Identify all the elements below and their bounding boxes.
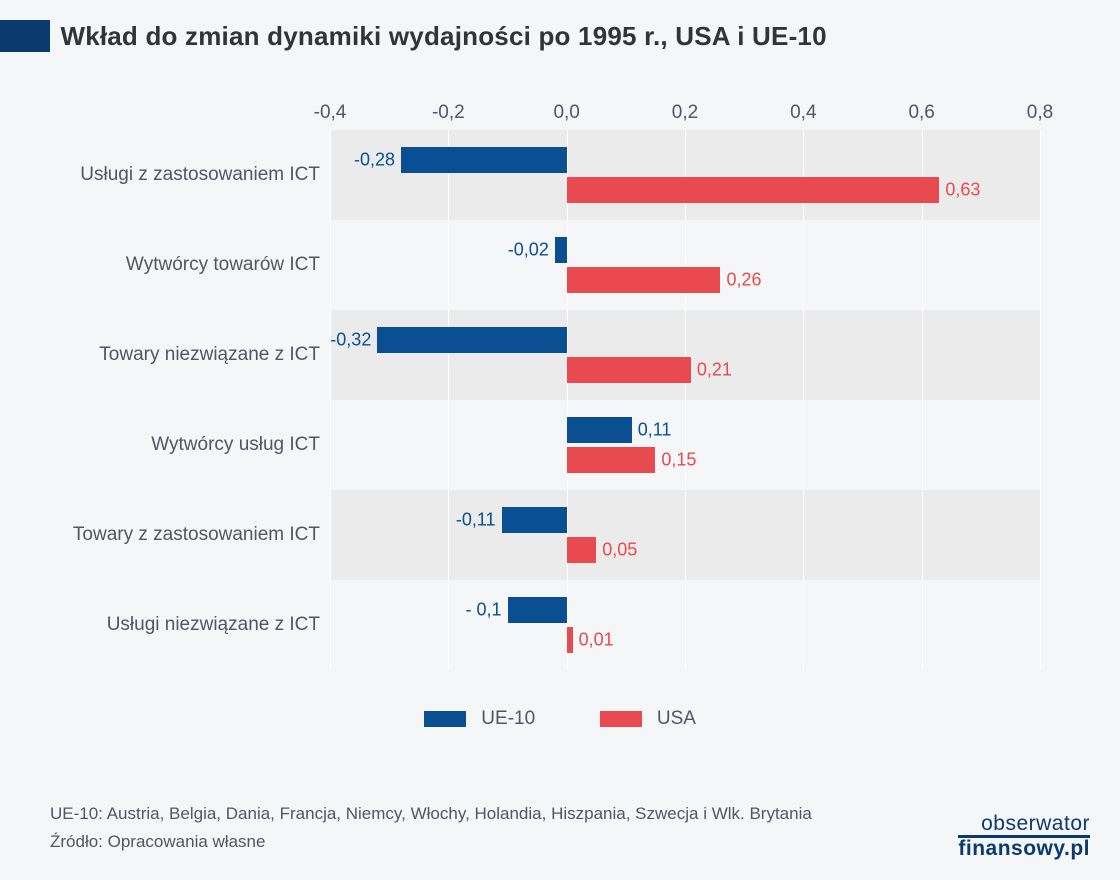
gridline xyxy=(922,130,923,670)
category-label: Usługi niezwiązane z ICT xyxy=(50,614,320,636)
legend-swatch-usa xyxy=(600,711,642,727)
category-label: Wytwórcy towarów ICT xyxy=(50,254,320,276)
bar-usa xyxy=(567,627,573,653)
bar-ue10 xyxy=(377,327,566,353)
chart-container: -0,4 -0,2 0,0 0,2 0,4 0,6 0,8 -0,28 0,63 -0,02 0,2… xyxy=(50,90,1070,730)
title-accent xyxy=(0,20,50,52)
x-tick-label: 0,6 xyxy=(908,102,934,124)
value-label-usa: 0,05 xyxy=(602,540,637,561)
bar-usa xyxy=(567,447,656,473)
bar-usa xyxy=(567,177,940,203)
legend-label-ue10: UE-10 xyxy=(481,708,535,729)
gridline xyxy=(685,130,686,670)
bar-usa xyxy=(567,267,721,293)
legend-item-ue10: UE-10 xyxy=(424,708,535,730)
title-bar: Wkład do zmian dynamiki wydajności po 19… xyxy=(0,0,1120,52)
value-label-ue10: -0,11 xyxy=(456,510,496,531)
value-label-usa: 0,26 xyxy=(727,270,762,291)
legend-label-usa: USA xyxy=(657,708,696,729)
bar-usa xyxy=(567,537,597,563)
value-label-usa: 0,15 xyxy=(661,450,696,471)
x-tick-label: 0,4 xyxy=(790,102,816,124)
category-label: Towary z zastosowaniem ICT xyxy=(50,524,320,546)
gridline xyxy=(803,130,804,670)
x-tick-label: 0,8 xyxy=(1027,102,1053,124)
x-tick-label: -0,2 xyxy=(432,102,465,124)
value-label-ue10: -0,32 xyxy=(330,330,371,351)
category-label: Towary niezwiązane z ICT xyxy=(50,344,320,366)
bar-ue10 xyxy=(502,507,567,533)
bar-ue10 xyxy=(567,417,632,443)
legend-swatch-ue10 xyxy=(424,711,466,727)
footnote-ue10: UE-10: Austria, Belgia, Dania, Francja, … xyxy=(50,804,812,824)
x-tick-label: 0,0 xyxy=(553,102,579,124)
value-label-ue10: -0,02 xyxy=(508,240,549,261)
category-label: Wytwórcy usług ICT xyxy=(50,434,320,456)
footnote-source: Źródło: Opracowania własne xyxy=(50,832,265,852)
bar-usa xyxy=(567,357,691,383)
bar-ue10 xyxy=(508,597,567,623)
value-label-usa: 0,01 xyxy=(579,630,614,651)
value-label-usa: 0,21 xyxy=(697,360,732,381)
gridline xyxy=(1040,130,1041,670)
chart-title: Wkład do zmian dynamiki wydajności po 19… xyxy=(54,21,826,51)
logo-top: obserwator xyxy=(958,813,1090,835)
x-tick-label: -0,4 xyxy=(314,102,347,124)
logo-bottom: finansowy.pl xyxy=(958,835,1090,860)
value-label-ue10: 0,11 xyxy=(638,420,672,441)
gridline xyxy=(567,130,568,670)
gridline xyxy=(330,130,331,670)
value-label-ue10: - 0,1 xyxy=(465,600,501,621)
plot-area: -0,4-0,20,00,20,40,60,8-0,280,63-0,020,2… xyxy=(330,130,1040,670)
bar-ue10 xyxy=(555,237,567,263)
legend-item-usa: USA xyxy=(600,708,696,730)
value-label-usa: 0,63 xyxy=(945,180,980,201)
logo: obserwator finansowy.pl xyxy=(958,813,1090,860)
bar-ue10 xyxy=(401,147,567,173)
category-label: Usługi z zastosowaniem ICT xyxy=(50,164,320,186)
gridline xyxy=(448,130,449,670)
value-label-ue10: -0,28 xyxy=(354,150,395,171)
x-tick-label: 0,2 xyxy=(672,102,698,124)
legend: UE-10 USA xyxy=(50,708,1070,730)
